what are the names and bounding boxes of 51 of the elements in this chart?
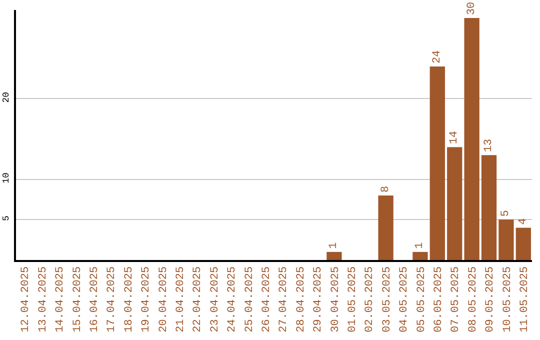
bar [326, 252, 342, 260]
bar [378, 195, 394, 260]
x-tick-label: 25.04.2025 [244, 266, 256, 332]
x-tick-label: 06.05.2025 [432, 266, 445, 332]
x-tick-label: 23.04.2025 [209, 266, 222, 332]
bar [412, 252, 428, 260]
x-tick-label: 17.04.2025 [106, 266, 118, 332]
x-tick-label: 08.05.2025 [467, 266, 480, 332]
x-tick-label: 11.05.2025 [518, 266, 531, 332]
data-label: 4 [517, 218, 530, 225]
x-tick-label: 21.04.2025 [174, 266, 187, 332]
y-tick-label: 10 [1, 172, 12, 184]
x-tick-label: 13.04.2025 [37, 266, 50, 332]
x-tick-label: 10.05.2025 [502, 266, 514, 332]
x-tick-label: 28.04.2025 [295, 266, 308, 332]
data-label: 30 [466, 2, 478, 16]
data-label: 1 [414, 242, 426, 249]
x-tick-label: 30.04.2025 [330, 266, 342, 332]
x-tick-label: 05.05.2025 [416, 266, 428, 332]
x-tick-label: 01.05.2025 [346, 266, 359, 332]
data-label: 24 [431, 50, 444, 64]
bar [516, 228, 531, 260]
y-tick-label: 5 [1, 216, 12, 222]
x-tick-label: 07.05.2025 [450, 266, 462, 332]
bar [481, 155, 497, 260]
data-label: 8 [380, 186, 392, 192]
x-tick-label: 16.04.2025 [88, 266, 101, 332]
x-tick-label: 24.04.2025 [226, 266, 239, 332]
x-tick-label: 20.04.2025 [158, 266, 170, 332]
x-tick-label: 03.05.2025 [381, 266, 394, 332]
x-tick-label: 02.05.2025 [364, 266, 376, 332]
x-tick-label: 27.04.2025 [278, 266, 290, 332]
y-tick-label: 20 [1, 92, 12, 103]
data-label: 1 [328, 242, 340, 249]
x-tick-label: 12.04.2025 [20, 266, 32, 332]
data-label: 14 [448, 130, 461, 144]
bar [464, 18, 480, 260]
x-tick-label: 09.05.2025 [484, 266, 497, 332]
x-tick-label: 15.04.2025 [72, 266, 84, 332]
bar [447, 147, 462, 260]
x-tick-label: 14.04.2025 [54, 266, 67, 332]
x-tick-label: 19.04.2025 [140, 266, 153, 332]
bar [430, 66, 445, 260]
x-tick-label: 04.05.2025 [398, 266, 411, 332]
x-tick-label: 22.04.2025 [192, 266, 204, 332]
data-label: 13 [483, 138, 495, 152]
data-label: 5 [500, 210, 512, 217]
x-tick-label: 18.04.2025 [123, 266, 136, 332]
bar [498, 220, 514, 260]
x-tick-label: 29.04.2025 [312, 266, 325, 332]
x-tick-label: 26.04.2025 [260, 266, 273, 332]
